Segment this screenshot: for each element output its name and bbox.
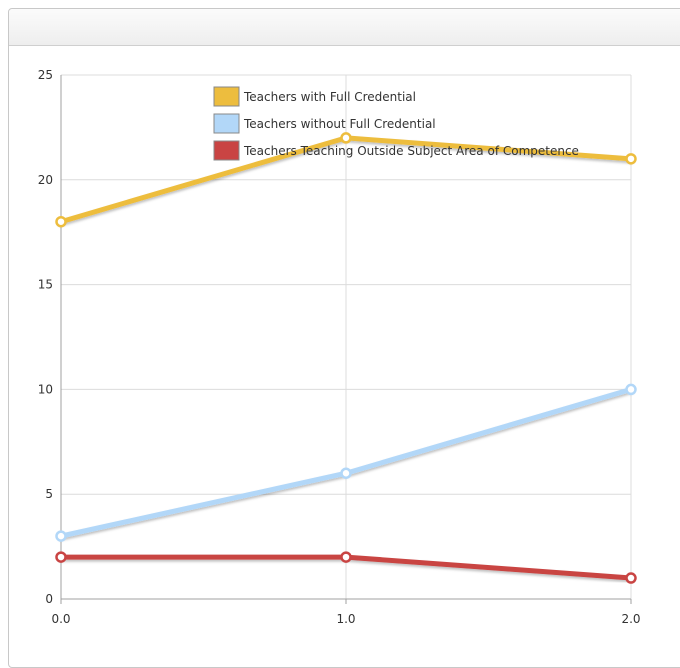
x-tick-label: 0.0 [51, 612, 70, 626]
data-point[interactable] [625, 153, 637, 165]
y-tick-label: 10 [38, 382, 53, 396]
data-point[interactable] [55, 530, 67, 542]
data-point[interactable] [340, 132, 352, 144]
y-tick-label: 25 [38, 68, 53, 82]
line-chart: 0 5 10 15 20 25 0.0 1.0 2.0 Teachers with Full C… [38, 68, 641, 626]
series-lines [55, 132, 637, 584]
legend-label: Teachers with Full Credential [243, 90, 416, 104]
legend-item[interactable]: Teachers with Full Credential [213, 86, 416, 107]
x-tick-label: 1.0 [336, 612, 355, 626]
legend-swatch [213, 140, 240, 161]
data-point[interactable] [340, 551, 352, 563]
legend: Teachers with Full Credential Teachers wi… [213, 86, 579, 161]
data-point[interactable] [625, 572, 637, 584]
data-point[interactable] [55, 215, 67, 228]
data-point[interactable] [340, 467, 352, 479]
tick-labels: 0 5 10 15 20 25 0.0 1.0 2.0 [38, 68, 641, 626]
y-tick-label: 0 [45, 592, 53, 606]
legend-label: Teachers Teaching Outside Subject Area o… [243, 144, 579, 158]
data-point[interactable] [55, 551, 67, 563]
legend-label: Teachers without Full Credential [243, 117, 436, 131]
y-tick-label: 15 [38, 278, 53, 292]
legend-swatch [213, 113, 240, 134]
legend-item[interactable]: Teachers Teaching Outside Subject Area o… [213, 140, 579, 161]
legend-item[interactable]: Teachers without Full Credential [213, 113, 436, 134]
data-point[interactable] [625, 383, 637, 396]
x-tick-label: 2.0 [621, 612, 640, 626]
panel-header [9, 9, 680, 46]
y-tick-label: 20 [38, 173, 53, 187]
legend-swatch [213, 86, 240, 107]
axes [60, 75, 632, 604]
y-tick-label: 5 [45, 487, 53, 501]
